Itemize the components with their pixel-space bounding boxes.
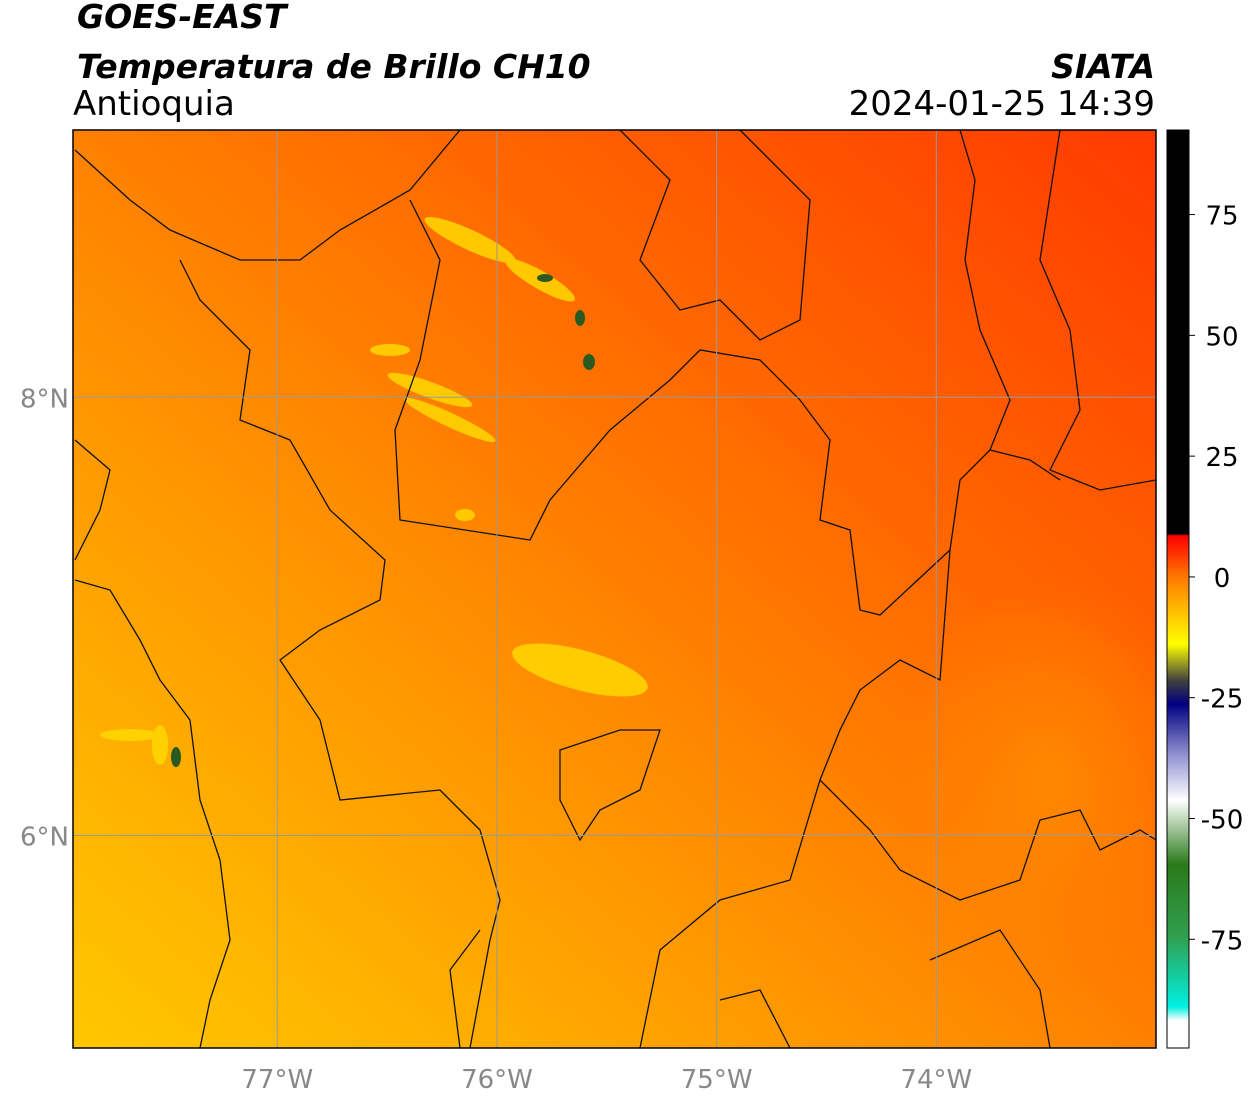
colorbar bbox=[1166, 129, 1190, 1049]
lon-tick-label: 74°W bbox=[900, 1065, 972, 1095]
colorbar-tick-label: -50 bbox=[1201, 806, 1243, 836]
warm-area bbox=[900, 580, 1156, 980]
region: Antioquia bbox=[73, 84, 235, 124]
cold-cloud-streaks bbox=[100, 217, 648, 765]
product: Temperatura de Brillo CH10 bbox=[77, 47, 591, 86]
colorbar-tick-label: 25 bbox=[1205, 443, 1238, 473]
lon-tick-label: 76°W bbox=[461, 1065, 533, 1095]
colorbar-tick-label: -75 bbox=[1201, 926, 1243, 956]
datetime: 2024-01-25 14:39 bbox=[849, 84, 1155, 124]
cold-tops bbox=[171, 274, 595, 767]
map-frame bbox=[72, 129, 1157, 1049]
colorbar-tick-label: 0 bbox=[1214, 564, 1231, 594]
agency: SIATA bbox=[1051, 47, 1155, 86]
lon-tick-label: 77°W bbox=[241, 1065, 313, 1095]
colorbar-tick-label: -25 bbox=[1201, 685, 1243, 715]
colorbar-tick-label: 75 bbox=[1205, 202, 1238, 232]
colorbar-tick-label: 50 bbox=[1205, 322, 1238, 352]
borders bbox=[74, 130, 1156, 1048]
lon-tick-label: 75°W bbox=[681, 1065, 753, 1095]
map-field bbox=[73, 130, 1156, 1048]
ticks: 77°W 76°W 75°W 74°W 8°N 6°N 75 50 25 0 -25 -50 -75 bbox=[20, 202, 1243, 1095]
satellite: GOES-EAST bbox=[77, 0, 289, 36]
lat-tick-label: 6°N bbox=[20, 822, 69, 852]
graticule bbox=[73, 130, 1156, 1048]
lat-tick-label: 8°N bbox=[20, 384, 69, 414]
